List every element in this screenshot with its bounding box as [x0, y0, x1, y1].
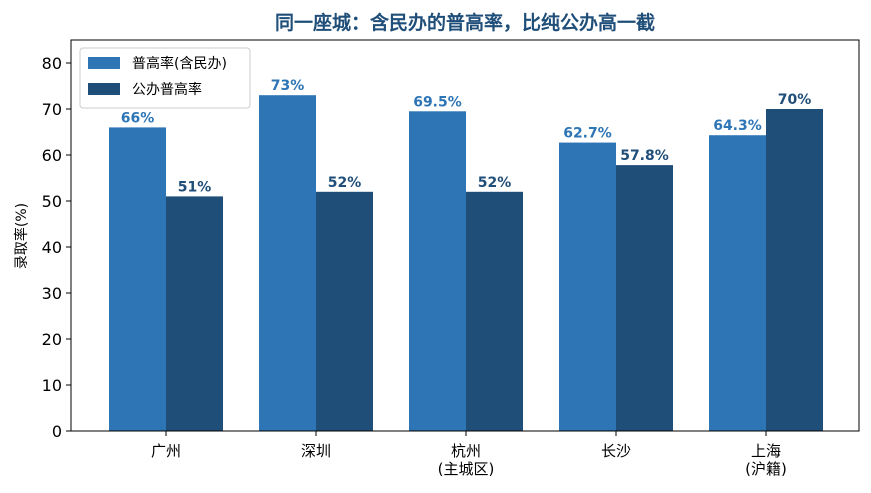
plot-frame	[70, 39, 860, 432]
y-axis-label: 录取率(%)	[13, 203, 30, 269]
x-category-label-2-0: 杭州	[451, 442, 481, 460]
value-label-incl-private-2: 69.5%	[413, 94, 462, 110]
bar-public-0	[166, 196, 223, 431]
y-tick-label-1: 10	[42, 376, 62, 395]
value-label-incl-private-0: 66%	[121, 110, 155, 126]
value-label-incl-private-3: 62.7%	[563, 126, 612, 142]
bar-public-4	[766, 109, 823, 431]
legend-label-0: 普高率(含民办)	[132, 55, 227, 72]
y-tick-label-2: 20	[42, 330, 62, 349]
legend-box	[79, 47, 251, 109]
bar-public-3	[616, 165, 673, 431]
y-tick-label-8: 80	[42, 54, 62, 73]
x-category-label-0-0: 广州	[151, 442, 181, 460]
value-label-public-1: 52%	[328, 175, 362, 191]
x-axis: 广州 深圳 杭州(主城区) 长沙 上海(沪籍)	[151, 431, 787, 478]
value-label-public-4: 70%	[778, 92, 812, 108]
legend: 普高率(含民办) 公办普高率	[79, 47, 251, 109]
legend-label-1: 公办普高率	[132, 81, 202, 98]
value-label-incl-private-4: 64.3%	[713, 118, 762, 134]
x-category-label-1-0: 深圳	[301, 442, 331, 460]
value-label-incl-private-1: 73%	[271, 78, 305, 94]
bar-incl-private-1	[259, 95, 316, 431]
value-label-public-3: 57.8%	[620, 148, 669, 164]
value-label-public-2: 52%	[478, 175, 512, 191]
bar-incl-private-4	[709, 135, 766, 431]
y-tick-label-0: 0	[52, 422, 62, 441]
y-axis: 0 10 20 30 40 50 60 70 80	[42, 54, 71, 441]
y-tick-label-4: 40	[42, 238, 62, 257]
legend-swatch-1	[88, 83, 120, 95]
y-tick-label-7: 70	[42, 100, 62, 119]
y-tick-label-5: 50	[42, 192, 62, 211]
bar-incl-private-3	[559, 142, 616, 431]
value-label-public-0: 51%	[178, 179, 212, 195]
y-tick-label-6: 60	[42, 146, 62, 165]
x-category-label-2-1: (主城区)	[438, 460, 495, 478]
y-tick-label-3: 30	[42, 284, 62, 303]
bars-layer	[109, 95, 823, 432]
chart-title: 同一座城：含民办的普高率，比纯公办高一截	[275, 11, 655, 34]
legend-swatch-0	[88, 57, 120, 69]
x-category-label-3-0: 长沙	[601, 442, 631, 460]
bar-incl-private-0	[109, 127, 166, 432]
bar-incl-private-2	[409, 111, 466, 432]
x-category-label-4-0: 上海	[751, 442, 781, 460]
bar-public-1	[316, 191, 373, 431]
bar-public-2	[466, 191, 523, 431]
x-category-label-4-1: (沪籍)	[745, 460, 787, 478]
value-labels-layer: 66% 73% 69.5% 62.7% 64.3% 51% 52% 52% 57.8% 70%	[121, 78, 812, 195]
